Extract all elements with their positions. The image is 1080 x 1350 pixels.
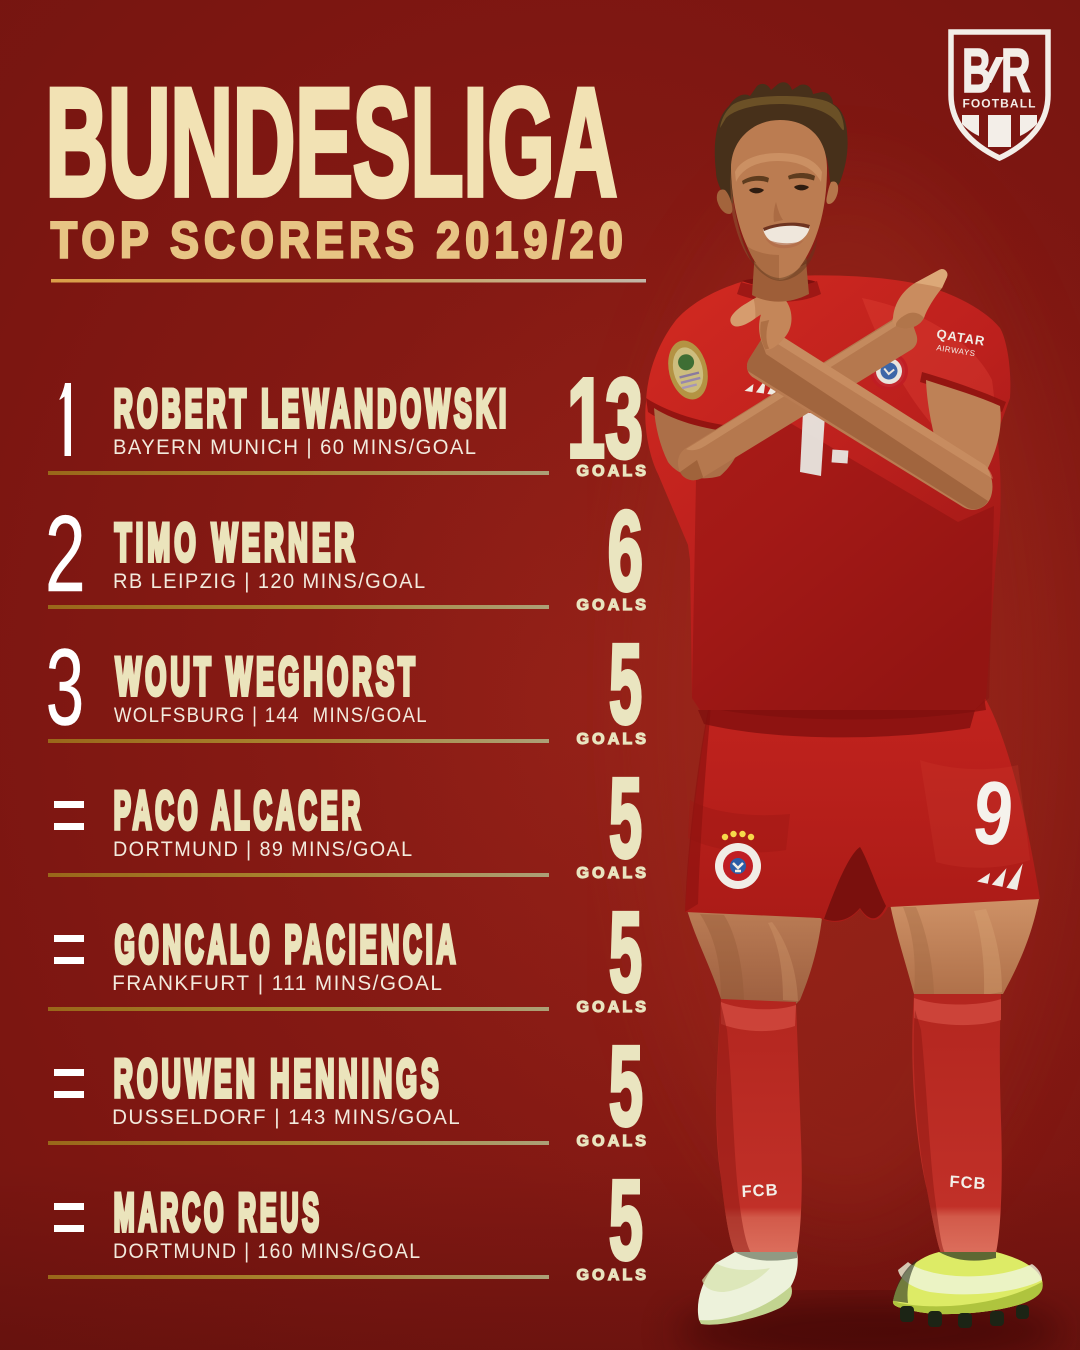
svg-text:B: B — [962, 37, 992, 107]
svg-text:DUSSELDORF | 143 MINS/GOAL: DUSSELDORF | 143 MINS/GOAL — [112, 1106, 461, 1129]
svg-text:FRANKFURT | 111 MINS/GOAL: FRANKFURT | 111 MINS/GOAL — [112, 972, 443, 995]
svg-text:GOALS: GOALS — [577, 999, 650, 1016]
svg-text:GOALS: GOALS — [577, 597, 650, 614]
svg-text:MARCO REUS: MARCO REUS — [114, 1182, 323, 1242]
svg-text:5: 5 — [609, 1159, 643, 1284]
svg-text:FCB: FCB — [741, 1181, 779, 1201]
svg-text:TIMO WERNER: TIMO WERNER — [115, 513, 359, 572]
svg-text:DORTMUND | 160 MINS/GOAL: DORTMUND | 160 MINS/GOAL — [113, 1239, 421, 1263]
svg-text:GONCALO PACIENCIA: GONCALO PACIENCIA — [115, 914, 459, 974]
svg-text:5: 5 — [609, 1025, 643, 1150]
svg-text:5: 5 — [609, 756, 642, 882]
svg-text:BAYERN MUNICH | 60 MINS/GOAL: BAYERN MUNICH | 60 MINS/GOAL — [113, 436, 477, 460]
svg-text:5: 5 — [609, 890, 642, 1016]
svg-text:2: 2 — [45, 492, 86, 614]
svg-text:R: R — [1001, 37, 1031, 107]
svg-text:TOP SCORERS 2019/20: TOP SCORERS 2019/20 — [51, 212, 628, 269]
svg-text:GOALS: GOALS — [577, 1133, 650, 1150]
svg-text:13: 13 — [567, 354, 643, 481]
svg-text:ROUWEN HENNINGS: ROUWEN HENNINGS — [114, 1048, 443, 1107]
svg-text:3: 3 — [46, 627, 84, 748]
svg-text:GOALS: GOALS — [577, 463, 650, 480]
svg-text:GOALS: GOALS — [577, 731, 650, 748]
svg-text:WOLFSBURG | 144 MINS/GOAL: WOLFSBURG | 144 MINS/GOAL — [114, 704, 428, 728]
svg-text:GOALS: GOALS — [577, 865, 650, 882]
svg-text:6: 6 — [608, 489, 643, 615]
svg-text:FOOTBALL: FOOTBALL — [962, 97, 1036, 111]
svg-text:RB LEIPZIG | 120 MINS/GOAL: RB LEIPZIG | 120 MINS/GOAL — [113, 569, 427, 593]
svg-text:WOUT WEGHORST: WOUT WEGHORST — [116, 646, 419, 705]
svg-text:GOALS: GOALS — [577, 1267, 650, 1284]
svg-text:DORTMUND | 89 MINS/GOAL: DORTMUND | 89 MINS/GOAL — [113, 837, 414, 861]
svg-text:ROBERT LEWANDOWSKI: ROBERT LEWANDOWSKI — [114, 378, 511, 437]
svg-text:FCB: FCB — [949, 1173, 987, 1194]
svg-text:BUNDESLIGA: BUNDESLIGA — [46, 58, 617, 228]
svg-text:PACO ALCACER: PACO ALCACER — [114, 780, 364, 840]
svg-text:5: 5 — [609, 622, 642, 748]
